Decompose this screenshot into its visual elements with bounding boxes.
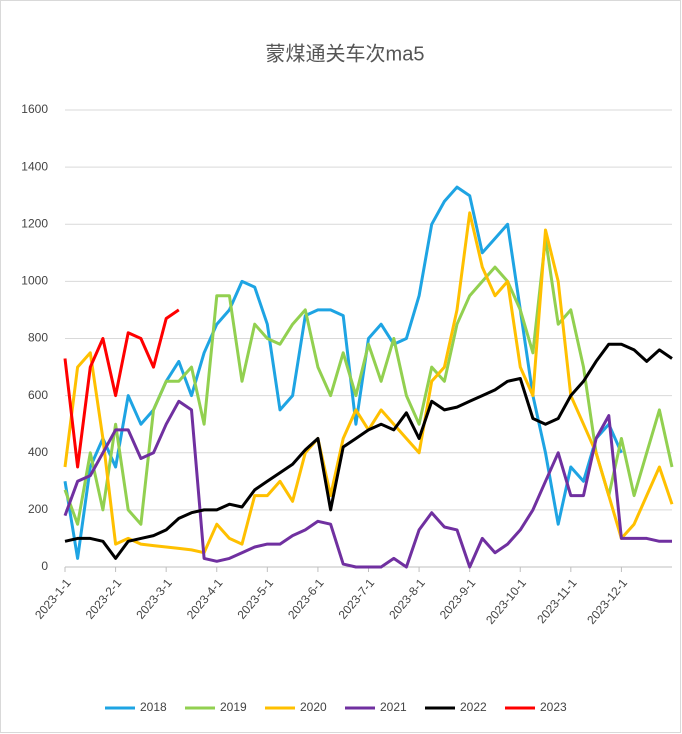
y-tick-label: 600 [28, 388, 48, 402]
series-line [64, 342, 673, 560]
legend-label: 2019 [220, 700, 247, 714]
legend-label: 2022 [460, 700, 487, 714]
y-tick-label: 1000 [21, 274, 48, 288]
legend-label: 2018 [140, 700, 167, 714]
y-tick-label: 200 [28, 502, 48, 516]
legend-label: 2021 [380, 700, 407, 714]
y-tick-label: 800 [28, 331, 48, 345]
series-line [63, 399, 672, 569]
y-tick-label: 0 [41, 559, 48, 573]
series-line [63, 308, 180, 469]
y-tick-label: 400 [28, 445, 48, 459]
chart-title: 蒙煤通关车次ma5 [266, 42, 425, 65]
legend-label: 2023 [540, 700, 567, 714]
y-tick-label: 1600 [21, 102, 48, 116]
series-line [63, 237, 674, 526]
y-tick-label: 1200 [21, 216, 48, 230]
y-tick-label: 1400 [21, 159, 48, 173]
legend-label: 2020 [300, 700, 327, 714]
